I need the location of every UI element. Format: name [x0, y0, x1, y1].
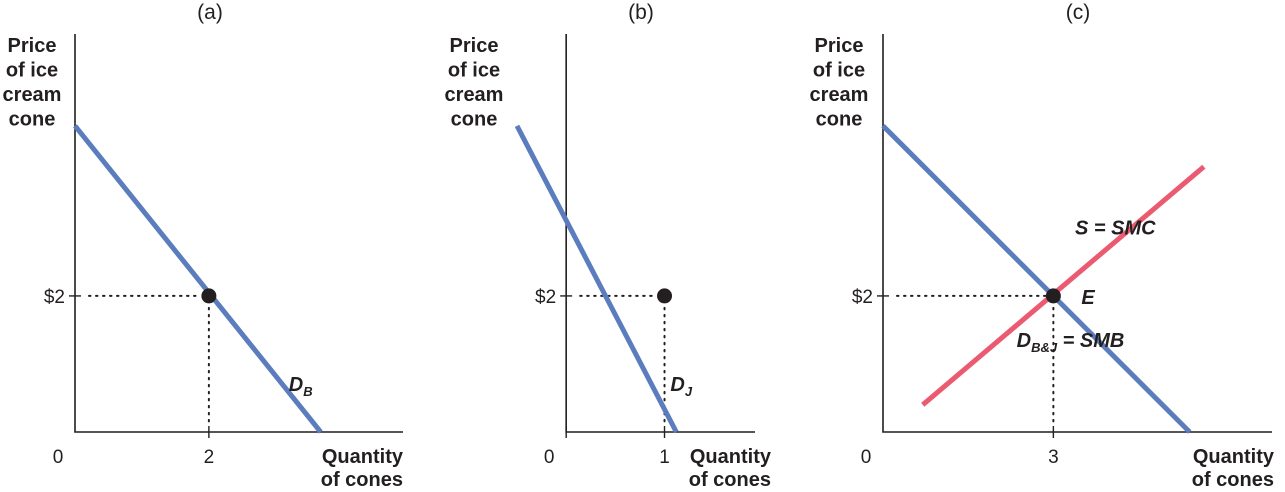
axes	[565, 34, 755, 433]
y-axis-title: Price of ice cream cone	[3, 35, 62, 131]
panel-title: (b)	[628, 1, 654, 24]
origin-label: 0	[53, 447, 64, 468]
demand-curve	[73, 124, 323, 434]
panel-title: (a)	[197, 1, 223, 24]
y-tick-label: $2	[852, 287, 873, 308]
demand-curve-label: DB&J = SMB	[1017, 330, 1125, 355]
demand-curve-label: DB	[289, 374, 313, 399]
y-tick-label: $2	[535, 287, 556, 308]
y-tick-label: $2	[44, 287, 65, 308]
panel-b: (b) Price of ice cream cone Quantity of cones 0…	[445, 1, 772, 491]
y-axis-title: Price of ice cream cone	[445, 35, 504, 131]
x-axis-title: Quantity of cones	[1192, 446, 1275, 491]
x-tick-label: 2	[204, 447, 215, 468]
axes	[74, 34, 403, 433]
demand-curve-label: DJ	[670, 374, 692, 399]
equilibrium-point	[1045, 288, 1061, 304]
panel-c: (c) Price of ice cream cone Quantity of cones 0…	[810, 1, 1275, 491]
y-axis-title: Price of ice cream cone	[810, 35, 869, 131]
panel-title: (c)	[1066, 1, 1091, 24]
origin-label: 0	[544, 447, 555, 468]
equilibrium-point	[657, 288, 673, 304]
supply-curve-label: S = SMC	[1075, 218, 1156, 240]
origin-label: 0	[861, 447, 872, 468]
axes	[882, 34, 1272, 433]
x-axis-title: Quantity of cones	[321, 446, 404, 491]
demand-curve	[514, 124, 679, 434]
x-axis-title: Quantity of cones	[689, 446, 772, 491]
equilibrium-label: E	[1081, 287, 1095, 309]
panel-a: (a) Price of ice cream cone Quantity of cones 0…	[3, 1, 404, 491]
x-tick-label: 3	[1048, 447, 1059, 468]
x-tick-label: 1	[659, 447, 670, 468]
demand-curve	[881, 124, 1192, 434]
supply-curve	[921, 164, 1206, 407]
equilibrium-point	[201, 288, 217, 304]
